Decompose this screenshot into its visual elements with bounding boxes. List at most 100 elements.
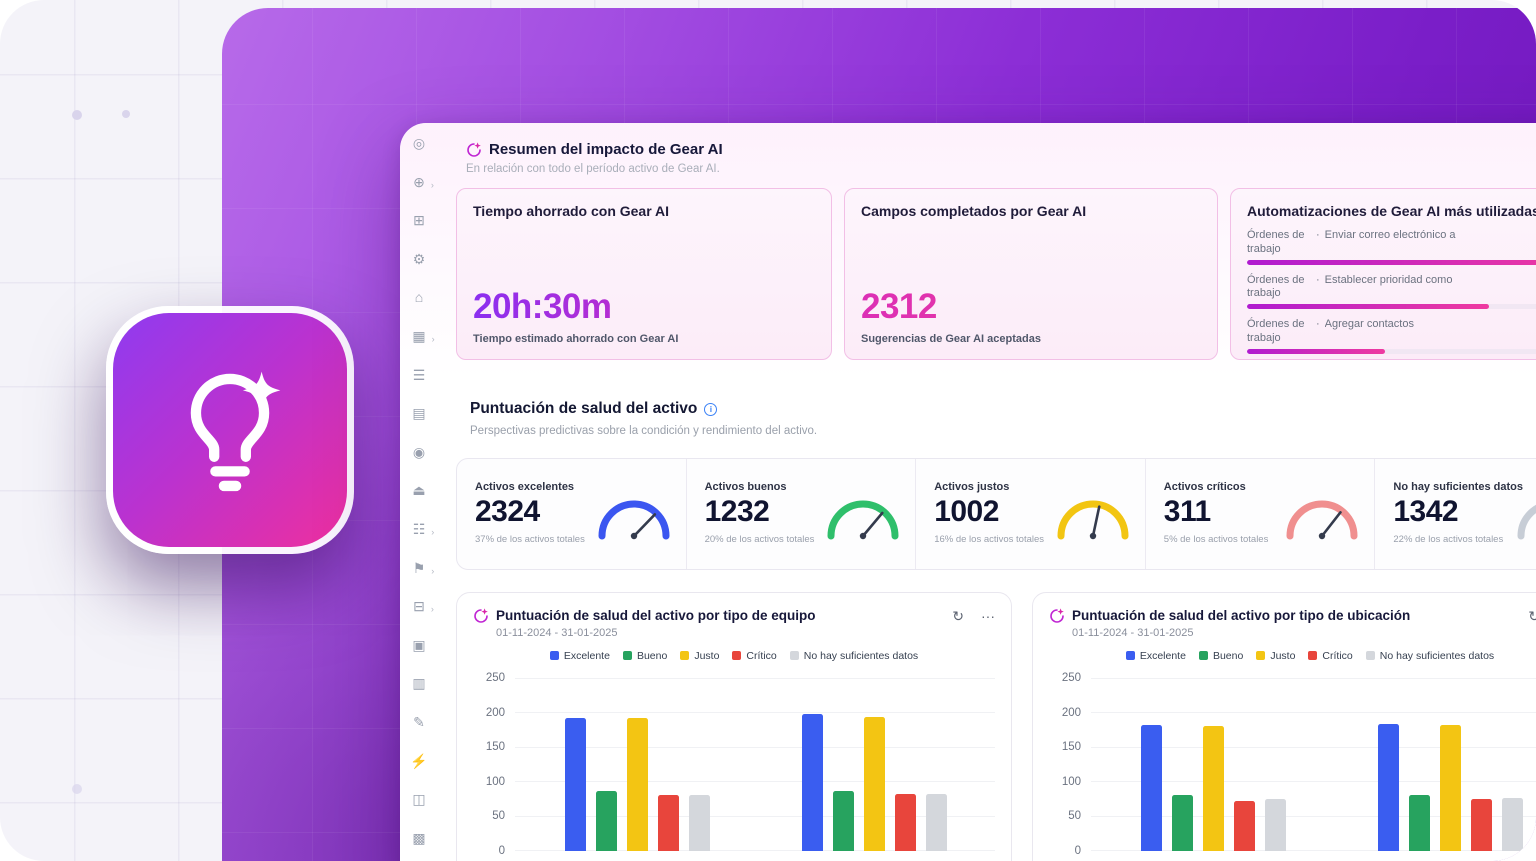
gear-ai-sparkle-icon — [473, 608, 489, 624]
health-section-header: Puntuación de salud del activo i — [470, 400, 1536, 418]
impact-title: Resumen del impacto de Gear AI — [489, 141, 723, 158]
chart-title: Puntuación de salud del activo por tipo … — [1072, 608, 1411, 623]
automation-action: Establecer prioridad como — [1324, 273, 1453, 286]
automation-entity: Órdenes de trabajo — [1247, 318, 1305, 344]
legend-item[interactable]: Bueno — [1198, 649, 1244, 662]
y-tick-label: 50 — [1068, 810, 1081, 822]
sidebar-item-procurement[interactable]: ⊟ › — [413, 598, 434, 614]
gauge-value: 1002 — [934, 495, 999, 528]
sidebar-item-analytics[interactable]: ▥ — [412, 675, 425, 691]
chevron-right-icon: › — [431, 333, 435, 344]
impact-stat-row: Tiempo ahorrado con Gear AI 20h:30m Tiem… — [456, 188, 1536, 360]
gauge-caption: 37% de los activos totales — [475, 534, 585, 545]
gauge-dial-icon — [827, 500, 899, 540]
bar-no-hay-suficientes-datos — [689, 795, 710, 851]
bar-group — [565, 718, 710, 851]
stat-card-title: Tiempo ahorrado con Gear AI — [473, 203, 670, 219]
time-saved-card: Tiempo ahorrado con Gear AI 20h:30m Tiem… — [456, 188, 832, 360]
sidebar-item-automations[interactable]: ⚙ — [413, 251, 426, 267]
decor-dot — [72, 110, 82, 120]
legend-item[interactable]: Crítico — [732, 649, 777, 662]
gauge-caption: 5% de los activos totales — [1163, 534, 1269, 545]
legend-item[interactable]: Crítico — [1308, 649, 1353, 662]
bar-justo — [1440, 724, 1461, 851]
top-automations-card: Automatizaciones de Gear AI más utilizad… — [1230, 188, 1536, 360]
sidebar-item-globe[interactable]: ⊕ › — [413, 173, 434, 190]
legend-label: Crítico — [746, 649, 777, 662]
legend-item[interactable]: No hay suficientes datos — [1365, 650, 1494, 662]
health-gauge-cell-2: Activos justos 1002 16% de los activos tot… — [916, 459, 1146, 569]
legend-item[interactable]: Justo — [680, 650, 719, 662]
bar-excelente — [1141, 724, 1162, 851]
legend-item[interactable]: No hay suficientes datos — [789, 650, 918, 662]
grid-row: 50 — [1049, 810, 1536, 822]
y-tick-label: 100 — [485, 775, 505, 788]
sidebar-item-work-orders[interactable]: ☰ — [413, 367, 426, 383]
icon-sidebar: ◎ ⊕ › ⊞ ⚙ ⌂ ▦ › ☰ ▤ ◉ ⏏ ☷ › ⚑ › ⊟ › ▣ ▥ ✎ ⚡ ◫ ▩ — [400, 123, 438, 861]
legend-item[interactable]: Excelente — [1125, 649, 1186, 662]
chart-legend: Excelente Bueno Justo Crítico No hay suficie… — [473, 649, 995, 662]
gauge-dial-icon — [1286, 500, 1358, 540]
sidebar-item-modules[interactable]: ▩ — [412, 830, 425, 846]
bar-excelente — [1378, 723, 1399, 851]
sidebar-item-wallet[interactable]: ▣ — [412, 637, 425, 653]
legend-label: Excelente — [1139, 649, 1186, 662]
automation-rows: Órdenes de trabajo · Enviar correo electró… — [1247, 229, 1536, 363]
health-gauge-cell-0: Activos excelentes 2324 37% de los activos… — [457, 459, 687, 569]
refresh-icon[interactable]: ↻ — [1528, 608, 1536, 624]
legend-label: Bueno — [636, 649, 668, 662]
tags-icon: ⚑ — [412, 559, 426, 576]
info-icon[interactable]: i — [704, 402, 718, 416]
gauge-value: 1342 — [1393, 495, 1459, 528]
export-icon: ⏏ — [412, 482, 426, 499]
sidebar-item-documents[interactable]: ✎ — [413, 714, 425, 730]
chevron-right-icon: › — [431, 526, 435, 537]
sidebar-item-contacts[interactable]: ◉ — [413, 444, 425, 460]
more-menu-icon[interactable]: ··· — [981, 608, 995, 624]
company-icon: ⌂ — [414, 289, 424, 306]
chevron-right-icon: › — [431, 565, 435, 576]
y-tick-label: 0 — [498, 844, 505, 857]
bar-crítico — [1234, 800, 1255, 851]
sidebar-item-apps-grid[interactable]: ⊞ — [413, 212, 425, 228]
refresh-icon[interactable]: ↻ — [952, 608, 964, 624]
gauge-value: 2324 — [475, 495, 540, 528]
grid-row: 200 — [473, 707, 995, 719]
legend-item[interactable]: Bueno — [622, 649, 668, 662]
sidebar-item-facilities[interactable]: ◫ — [412, 791, 425, 807]
sidebar-item-assets-table[interactable]: ▤ — [412, 405, 425, 421]
legend-item[interactable]: Justo — [1256, 650, 1295, 662]
legend-label: Bueno — [1212, 649, 1244, 662]
chevron-right-icon: › — [430, 179, 434, 190]
legend-label: Crítico — [1322, 649, 1353, 662]
gauge-dial-icon — [1517, 504, 1536, 540]
bar-crítico — [658, 795, 679, 851]
charts-row: Puntuación de salud del activo por tipo … — [456, 592, 1536, 861]
sidebar-item-export[interactable]: ⏏ — [412, 482, 425, 498]
bar-no-hay-suficientes-datos — [1502, 798, 1523, 851]
stat-card-title: Campos completados por Gear AI — [861, 203, 1087, 219]
gauge-label: Activos justos — [934, 481, 1010, 493]
separator-dot: · — [1316, 273, 1320, 286]
legend-swatch — [1256, 651, 1266, 660]
gauge-value: 1232 — [704, 495, 770, 528]
gridline — [515, 712, 995, 713]
sidebar-item-company[interactable]: ⌂ — [415, 289, 423, 305]
modules-icon: ▩ — [412, 829, 426, 846]
gauge-caption: 20% de los activos totales — [704, 534, 815, 545]
sidebar-item-teams[interactable]: ☷ › — [413, 521, 435, 537]
y-tick-label: 250 — [485, 672, 505, 684]
fields-completed-card: Campos completados por Gear AI 2312 Suge… — [844, 188, 1218, 360]
legend-item[interactable]: Excelente — [549, 650, 610, 662]
y-tick-label: 200 — [1061, 706, 1081, 719]
sidebar-item-calendar[interactable]: ▦ › — [412, 328, 434, 344]
separator-dot: · — [1316, 229, 1320, 241]
contacts-icon: ◉ — [412, 443, 426, 460]
automations-icon: ⚙ — [412, 250, 426, 267]
sidebar-item-tags[interactable]: ⚑ › — [412, 559, 435, 576]
globe-icon: ⊕ — [413, 173, 425, 190]
bar-bueno — [1409, 795, 1430, 851]
legend-swatch — [1308, 651, 1318, 660]
sidebar-item-integrations[interactable]: ⚡ — [410, 753, 427, 769]
sidebar-item-compass[interactable]: ◎ — [413, 135, 425, 151]
